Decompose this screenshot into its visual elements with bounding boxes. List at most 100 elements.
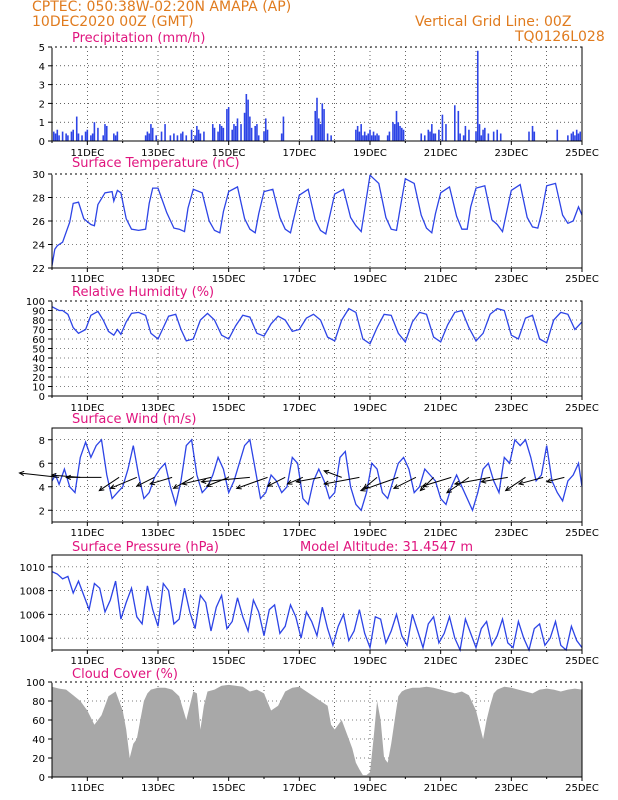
wind-vector: [323, 476, 360, 486]
precip-bar: [575, 129, 578, 141]
precip-bar: [476, 50, 479, 142]
x-tick-label: 13DEC: [141, 783, 175, 794]
wind-vector-shaft: [136, 476, 155, 487]
precip-bar: [480, 135, 483, 141]
x-tick-label: 15DEC: [212, 528, 246, 539]
x-tick-label: 25DEC: [565, 403, 599, 414]
y-tick-label: 40: [32, 735, 45, 746]
precip-bar: [217, 131, 219, 141]
wind-vector: [181, 476, 212, 486]
wind-vector-head: [421, 482, 428, 488]
panel-subtitle: Model Altitude: 31.4547 m: [300, 540, 473, 555]
precip-bar: [365, 135, 368, 141]
x-tick-label: 11DEC: [70, 783, 104, 794]
x-tick-label: 13DEC: [141, 528, 175, 539]
x-tick-label: 17DEC: [282, 528, 316, 539]
precip-bar: [367, 133, 370, 141]
x-tick-label: 13DEC: [141, 656, 175, 667]
y-tick-label: 0: [39, 137, 45, 148]
x-tick-label: 17DEC: [282, 403, 316, 414]
precip-bar: [528, 131, 530, 141]
precip-bar: [363, 131, 366, 141]
wind-vector-head: [149, 480, 156, 486]
precip-bar: [196, 125, 198, 141]
wind-vector: [286, 476, 304, 485]
panel-rh: Relative Humidity (%) 0102030405060708090…: [26, 285, 599, 414]
wind-vector: [266, 476, 286, 487]
x-tick-label: 19DEC: [353, 783, 387, 794]
precip-bar: [211, 124, 214, 141]
y-tick-label: 100: [26, 297, 45, 308]
wind-vector-shaft: [323, 470, 342, 478]
x-tick-label: 15DEC: [212, 274, 246, 285]
wind-vector-shaft: [296, 476, 321, 483]
y-tick-label: 80: [32, 697, 45, 708]
wind-vector-shaft: [518, 476, 544, 485]
wind-vector-shaft: [99, 476, 120, 491]
precip-bar: [531, 125, 534, 141]
precip-bar: [160, 131, 163, 141]
wind-vector-head: [295, 478, 302, 484]
y-tick-label: 6: [39, 459, 45, 470]
y-tick-label: 5: [39, 43, 45, 54]
precip-bar: [445, 124, 447, 141]
header-vertical-grid: Vertical Grid Line: 00Z: [415, 14, 571, 30]
x-tick-label: 15DEC: [212, 148, 246, 159]
x-tick-label: 17DEC: [282, 148, 316, 159]
precip-bar: [356, 125, 359, 141]
panel-frame: [51, 427, 583, 523]
wind-vector: [392, 476, 417, 489]
wind-vector-shaft: [110, 476, 137, 489]
y-tick-label: 24: [32, 241, 45, 252]
wind-vector: [200, 476, 250, 484]
x-tick-label: 15DEC: [212, 403, 246, 414]
y-tick-label: 60: [32, 335, 45, 346]
x-tick-label: 15DEC: [212, 783, 246, 794]
y-tick-label: 22: [32, 264, 45, 275]
wind-vector-shaft: [454, 476, 491, 485]
y-tick-label: 20: [32, 373, 45, 384]
precip-bar: [358, 131, 361, 141]
x-tick-label: 25DEC: [565, 148, 599, 159]
precip-bar: [249, 116, 251, 141]
precip-bar: [475, 131, 477, 141]
precip-bar: [81, 135, 83, 141]
precip-bar: [222, 127, 225, 141]
precip-bar: [323, 109, 325, 141]
precip-bar: [243, 112, 246, 141]
precip-bar: [86, 129, 89, 141]
rh-series-line: [51, 306, 583, 345]
wind-vector-head: [323, 469, 330, 475]
x-tick-label: 19DEC: [353, 148, 387, 159]
cloud-cover-area: [52, 684, 582, 777]
wind-series-line: [51, 438, 583, 513]
wind-vector: [421, 476, 452, 488]
panel-title: Surface Wind (m/s): [72, 412, 196, 427]
wind-vector-head: [517, 480, 524, 486]
y-tick-label: 30: [32, 170, 45, 181]
precip-bar: [282, 116, 285, 141]
precip-bar: [457, 110, 460, 141]
x-tick-label: 15DEC: [212, 656, 246, 667]
precip-bar: [97, 127, 99, 141]
y-tick-label: 26: [32, 217, 45, 228]
precip-bar: [173, 133, 175, 141]
wind-vector-shaft: [360, 476, 399, 492]
panel-precip: Precipitation (mm/h) 0 1 2 3 4 5 11DEC 13DEC 15DE…: [39, 31, 599, 159]
x-tick-label: 13DEC: [141, 274, 175, 285]
precip-bar: [231, 129, 233, 141]
x-tick-label: 13DEC: [141, 148, 175, 159]
wind-vector: [359, 476, 399, 492]
precip-bar: [434, 133, 437, 141]
x-tick-label: 23DEC: [494, 783, 528, 794]
precip-bar: [577, 133, 580, 141]
y-tick-label: 4: [39, 483, 45, 494]
y-tick-label: 100: [26, 678, 45, 689]
precip-bar: [376, 133, 378, 141]
precip-bar: [386, 135, 389, 141]
panel-title: Relative Humidity (%): [72, 285, 214, 300]
precip-bar: [374, 135, 377, 141]
precip-bar: [144, 135, 147, 141]
precip-bar: [393, 124, 396, 141]
x-tick-label: 11DEC: [70, 148, 104, 159]
